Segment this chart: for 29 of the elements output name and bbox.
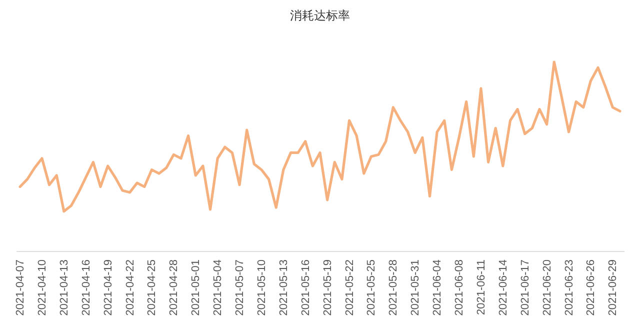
x-tick-label: 2021-04-16 — [80, 260, 92, 316]
x-tick-label: 2021-05-16 — [300, 260, 312, 316]
x-tick-label: 2021-04-07 — [14, 260, 27, 316]
x-tick-label: 2021-05-13 — [278, 260, 290, 316]
x-tick-label: 2021-06-29 — [607, 260, 620, 316]
x-tick-label: 2021-05-10 — [256, 260, 268, 316]
x-tick-label: 2021-06-08 — [454, 260, 466, 316]
x-tick-label: 2021-04-13 — [58, 260, 70, 316]
x-tick-label: 2021-05-28 — [388, 260, 400, 316]
x-tick-label: 2021-05-22 — [344, 260, 356, 316]
x-tick-label: 2021-04-10 — [36, 260, 48, 316]
x-tick-label: 2021-04-19 — [102, 260, 114, 316]
x-tick-label: 2021-06-17 — [519, 260, 532, 316]
chart-title: 消耗达标率 — [290, 8, 350, 23]
x-tick-label: 2021-05-07 — [234, 260, 246, 316]
x-tick-label: 2021-05-19 — [322, 260, 334, 316]
x-tick-label: 2021-06-26 — [585, 260, 598, 316]
x-tick-label: 2021-05-25 — [366, 260, 378, 316]
x-tick-label: 2021-06-23 — [563, 260, 576, 316]
x-tick-label: 2021-05-04 — [212, 260, 224, 316]
x-tick-label: 2021-06-14 — [497, 260, 510, 316]
x-tick-label: 2021-06-04 — [432, 260, 444, 316]
x-tick-label: 2021-04-25 — [146, 260, 158, 316]
x-tick-label: 2021-05-01 — [190, 260, 202, 316]
x-tick-label: 2021-05-31 — [410, 260, 422, 316]
x-tick-label: 2021-06-20 — [541, 260, 554, 316]
x-tick-label: 2021-04-28 — [168, 260, 180, 316]
x-tick-label: 2021-06-11 — [475, 260, 488, 315]
x-tick-label: 2021-04-22 — [124, 260, 136, 316]
